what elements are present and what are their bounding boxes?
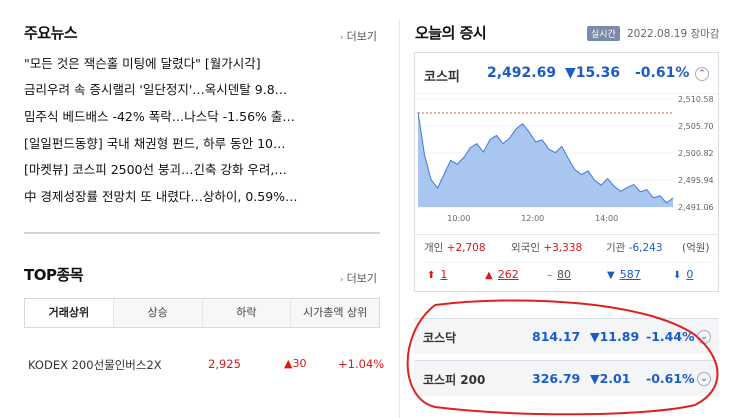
- kosdaq-row[interactable]: 코스닥 814.17 ▼11.89 -1.44% ⌄: [414, 318, 719, 354]
- rise-icon: ▲: [485, 270, 493, 281]
- news-title: 주요뉴스: [24, 24, 78, 42]
- kospi200-value: 326.79: [532, 371, 581, 386]
- x-tick-label: 10:00: [447, 214, 470, 223]
- breadth-item[interactable]: ⬇ 0: [673, 268, 693, 281]
- market-column: 오늘의 증시 실시간 2022.08.19 장마감 코스피 2,492.69 ▼…: [399, 0, 732, 418]
- y-tick-label: 2,491.06: [678, 203, 714, 212]
- news-more-link[interactable]: › 더보기: [340, 30, 377, 43]
- news-item[interactable]: 금리우려 속 증시랠리 '일단정지'…옥시덴탈 9.8…: [24, 82, 288, 97]
- left-column: 주요뉴스 › 더보기 "모든 것은 잭슨홀 미팅에 달렸다" [월가시각] 금리우…: [24, 24, 384, 418]
- investor-foreign: 외국인 +3,338: [511, 242, 583, 254]
- kospi200-name: 코스피 200: [423, 373, 486, 387]
- realtime-badge: 실시간: [587, 26, 620, 41]
- investor-institution: 기관 -6,243: [606, 242, 663, 254]
- x-tick-label: 12:00: [521, 214, 544, 223]
- news-item[interactable]: [마켓뷰] 코스피 2500선 붕괴…긴축 강화 우려,…: [24, 162, 287, 177]
- x-tick-label: 14:00: [595, 214, 618, 223]
- kospi-intraday-chart: 2,510.58 2,505.70 2,500.82 2,495.94 2,491.06…: [417, 95, 714, 223]
- breadth-item[interactable]: –80: [547, 268, 571, 281]
- series-line: [417, 112, 674, 204]
- market-date: 2022.08.19 장마감: [627, 28, 720, 40]
- kosdaq-rate: -1.44%: [646, 329, 695, 344]
- chevron-down-icon[interactable]: ⌄: [697, 372, 711, 386]
- breadth-value[interactable]: 0: [686, 268, 694, 281]
- breadth-item[interactable]: ⬆ 1: [427, 268, 447, 281]
- chart-area: [418, 112, 673, 207]
- column-divider: [399, 20, 400, 418]
- news-item[interactable]: [일일펀드동향] 국내 채권형 펀드, 하루 동안 10…: [24, 136, 286, 151]
- panel-divider: [415, 93, 718, 94]
- y-tick-label: 2,500.82: [678, 149, 714, 158]
- table-row-partial: [28, 405, 378, 418]
- tab-rise[interactable]: 상승: [112, 299, 202, 327]
- market-breadth: ⬆ 1 ▲ 262–80 ▼ 587 ⬇ 0: [415, 268, 718, 286]
- chevron-right-icon: ›: [340, 33, 344, 43]
- kosdaq-change: ▼11.89: [590, 329, 640, 344]
- kosdaq-name: 코스닥: [423, 331, 457, 345]
- kospi200-rate: -0.61%: [646, 371, 695, 386]
- chevron-right-icon: ›: [340, 275, 344, 285]
- panel-divider: [424, 262, 714, 263]
- panel-divider: [415, 234, 718, 235]
- annotation-circle: [406, 299, 719, 416]
- investor-individual: 개인 +2,708: [424, 242, 486, 254]
- news-item[interactable]: 中 경제성장률 전망치 또 내렸다…상하이, 0.59%…: [24, 189, 298, 204]
- kospi-rate: -0.61%: [635, 65, 690, 81]
- top-stocks-tabs: 거래상위 상승 하락 시가총액 상위: [24, 298, 380, 328]
- kospi-value: 2,492.69: [487, 65, 557, 81]
- y-tick-label: 2,495.94: [678, 176, 714, 185]
- fall-icon: ▼: [607, 270, 615, 281]
- top-stocks-title: TOP종목: [24, 266, 84, 284]
- kospi-change: ▼15.36: [565, 65, 621, 81]
- tab-market-cap[interactable]: 시가총액 상위: [290, 299, 379, 327]
- top-more-link[interactable]: › 더보기: [340, 272, 377, 285]
- news-item[interactable]: 밈주식 베드배스 -42% 폭락…나스닥 -1.56% 출…: [24, 109, 295, 124]
- breadth-value[interactable]: 1: [440, 268, 448, 281]
- kosdaq-value: 814.17: [532, 329, 581, 344]
- breadth-item[interactable]: ▼ 587: [607, 268, 641, 281]
- y-tick-label: 2,505.70: [678, 122, 714, 131]
- lower-limit-icon: ⬇: [673, 270, 682, 281]
- kospi-panel: 코스피 2,492.69 ▼15.36 -0.61% ⌃ 2,510.58 2,5…: [414, 52, 719, 292]
- upper-limit-icon: ⬆: [427, 270, 436, 281]
- market-title: 오늘의 증시: [415, 24, 487, 42]
- chevron-up-icon[interactable]: ⌃: [695, 67, 709, 81]
- breadth-item[interactable]: ▲ 262: [485, 268, 519, 281]
- news-item[interactable]: "모든 것은 잭슨홀 미팅에 달렸다" [월가시각]: [24, 56, 261, 71]
- kospi200-row[interactable]: 코스피 200 326.79 ▼2.01 -0.61% ⌄: [414, 360, 719, 396]
- breadth-value[interactable]: 262: [497, 268, 519, 281]
- kospi200-change: ▼2.01: [590, 371, 631, 386]
- table-row[interactable]: KODEX 200선물인버스2X 2,925 ▲30 +1.04%: [28, 357, 384, 373]
- breadth-value[interactable]: 587: [619, 268, 641, 281]
- y-tick-label: 2,510.58: [678, 95, 714, 104]
- stock-name[interactable]: KODEX 200선물인버스2X: [28, 358, 162, 372]
- stock-change: ▲30: [284, 357, 307, 370]
- stock-rate: +1.04%: [338, 357, 385, 371]
- stock-price: 2,925: [208, 357, 241, 371]
- kospi-name[interactable]: 코스피: [424, 70, 460, 85]
- section-divider: [24, 232, 380, 234]
- flat-icon: –: [547, 270, 552, 281]
- tab-volume-top[interactable]: 거래상위: [25, 299, 113, 327]
- tab-fall[interactable]: 하락: [201, 299, 291, 327]
- breadth-value[interactable]: 80: [557, 268, 571, 281]
- unit-label: (억원): [682, 242, 710, 254]
